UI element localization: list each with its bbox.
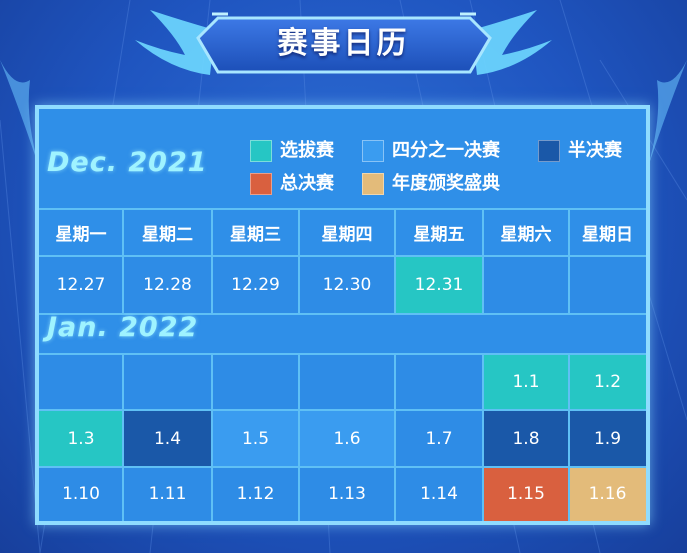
legend-label: 年度颁奖盛典: [392, 173, 500, 194]
day-cell: 1.6: [299, 410, 395, 467]
legend-label: 选拔赛: [280, 140, 334, 161]
grid-line: [122, 354, 124, 521]
day-cell: 12.30: [299, 256, 395, 314]
day-cell: 1.10: [39, 467, 123, 521]
day-cell: 1.15: [483, 467, 569, 521]
weekday-header: 星期日: [569, 209, 646, 256]
weekday-header: 星期四: [299, 209, 395, 256]
grid-line: [39, 313, 646, 315]
day-cell: 12.31: [395, 256, 483, 314]
legend-swatch: [250, 140, 272, 162]
weekday-header: 星期五: [395, 209, 483, 256]
day-cell: 12.27: [39, 256, 123, 314]
month-label-dec: Dec. 2021: [47, 147, 208, 178]
empty-day-cell: [212, 354, 299, 410]
empty-day-cell: [39, 354, 123, 410]
legend-swatch: [362, 173, 384, 195]
legend-label: 半决赛: [568, 140, 622, 161]
legend-label: 总决赛: [280, 173, 334, 194]
day-cell: 1.14: [395, 467, 483, 521]
grid-line: [122, 209, 124, 314]
grid-line: [39, 409, 646, 411]
day-cell: 1.12: [212, 467, 299, 521]
grid-line: [394, 209, 396, 314]
day-cell: 1.7: [395, 410, 483, 467]
day-cell: 1.16: [569, 467, 646, 521]
legend-label: 四分之一决赛: [392, 140, 500, 161]
grid-line: [211, 354, 213, 521]
empty-day-cell: [395, 354, 483, 410]
calendar-panel: Dec. 2021 选拔赛 四分之一决赛 半决赛 总决赛 年度颁奖盛典 星期一星…: [35, 105, 650, 525]
day-cell: 1.8: [483, 410, 569, 467]
grid-line: [39, 353, 646, 355]
day-cell: 1.1: [483, 354, 569, 410]
title-banner: [135, 10, 552, 75]
day-cell: 1.5: [212, 410, 299, 467]
grid-line: [39, 466, 646, 468]
grid-line: [211, 209, 213, 314]
empty-day-cell: [483, 256, 569, 314]
day-cell: 1.13: [299, 467, 395, 521]
grid-line: [39, 255, 646, 257]
grid-line: [39, 208, 646, 210]
weekday-header: 星期三: [212, 209, 299, 256]
grid-line: [298, 354, 300, 521]
legend-swatch: [538, 140, 560, 162]
grid-line: [568, 354, 570, 521]
empty-day-cell: [569, 256, 646, 314]
grid-line: [298, 209, 300, 314]
empty-day-cell: [123, 354, 212, 410]
legend-swatch: [250, 173, 272, 195]
month-label-jan: Jan. 2022: [47, 312, 199, 343]
weekday-header: 星期一: [39, 209, 123, 256]
grid-line: [482, 209, 484, 314]
day-cell: 1.4: [123, 410, 212, 467]
day-cell: 12.28: [123, 256, 212, 314]
grid-line: [394, 354, 396, 521]
grid-line: [568, 209, 570, 314]
day-cell: 1.3: [39, 410, 123, 467]
calendar-grid: 星期一 星期二 星期三 星期四 星期五 星期六 星期日 12.27 12.28 12.29 12.3…: [39, 109, 646, 521]
weekday-header: 星期二: [123, 209, 212, 256]
weekday-header: 星期六: [483, 209, 569, 256]
empty-day-cell: [299, 354, 395, 410]
grid-line: [482, 354, 484, 521]
day-cell: 1.2: [569, 354, 646, 410]
day-cell: 1.11: [123, 467, 212, 521]
day-cell: 12.29: [212, 256, 299, 314]
legend-swatch: [362, 140, 384, 162]
day-cell: 1.9: [569, 410, 646, 467]
page-title: 赛事日历: [277, 26, 410, 61]
